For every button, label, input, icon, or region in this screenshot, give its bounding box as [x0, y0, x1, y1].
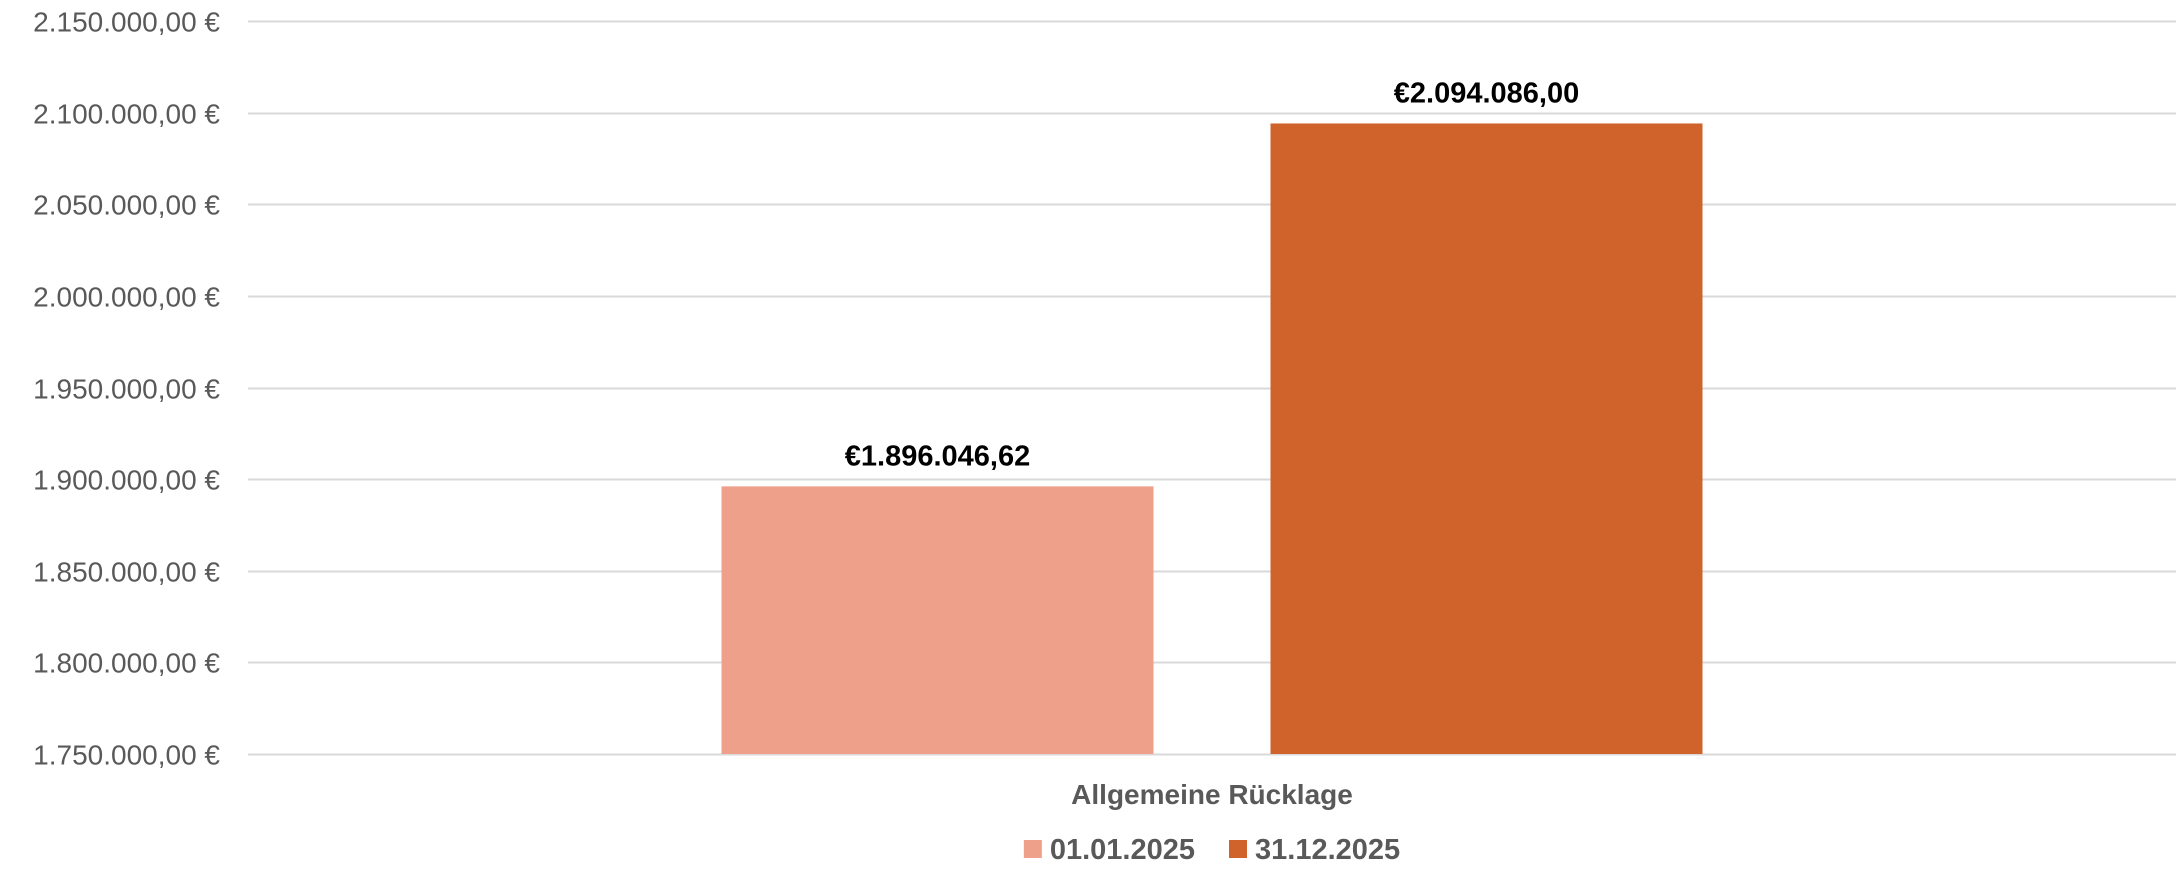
- legend-swatch: [1023, 840, 1042, 858]
- y-tick-label: 1.800.000,00 €: [33, 648, 220, 679]
- legend-swatch: [1229, 840, 1247, 858]
- y-tick-label: 2.000.000,00 €: [33, 282, 220, 313]
- y-tick-label: 1.900.000,00 €: [33, 465, 220, 496]
- legend-label: 31.12.2025: [1255, 834, 1400, 866]
- x-category-label: Allgemeine Rücklage: [1071, 779, 1353, 810]
- data-labels: €1.896.046,62 €2.094.086,00: [845, 77, 1579, 472]
- legend-item: 31.12.2025: [1229, 834, 1400, 866]
- data-label: €1.896.046,62: [845, 440, 1030, 472]
- bars: [721, 123, 1703, 754]
- x-axis-category-labels: Allgemeine Rücklage: [1071, 779, 1353, 810]
- y-tick-label: 1.950.000,00 €: [33, 374, 220, 405]
- y-tick-label: 1.850.000,00 €: [33, 557, 220, 588]
- legend: 01.01.2025 31.12.2025: [1023, 834, 1400, 866]
- data-label: €2.094.086,00: [1394, 77, 1579, 109]
- y-axis-tick-labels: 1.750.000,00 € 1.800.000,00 € 1.850.000,00…: [33, 7, 220, 771]
- legend-item: 01.01.2025: [1023, 834, 1195, 866]
- legend-label: 01.01.2025: [1050, 834, 1195, 866]
- y-tick-label: 2.100.000,00 €: [33, 99, 220, 130]
- y-tick-label: 2.150.000,00 €: [33, 7, 220, 38]
- y-tick-label: 1.750.000,00 €: [33, 740, 220, 771]
- bar: [721, 486, 1154, 754]
- bar: [1270, 123, 1703, 754]
- y-tick-label: 2.050.000,00 €: [33, 190, 220, 221]
- gridlines: [248, 20, 2176, 756]
